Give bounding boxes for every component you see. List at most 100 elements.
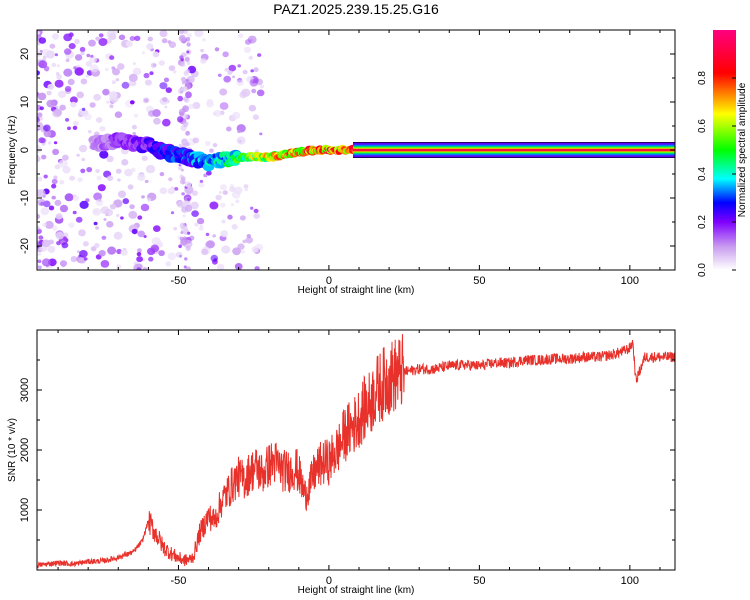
speckle-point	[184, 257, 188, 261]
speckle-point	[120, 249, 128, 256]
speckle-point	[181, 168, 184, 172]
speckle-point	[85, 198, 90, 203]
speckle-point	[218, 191, 222, 194]
speckle-point	[37, 225, 40, 231]
colorbar-tick-label: 0.0	[697, 263, 708, 277]
spectrogram-ridge-layer	[88, 132, 370, 172]
speckle-point	[182, 214, 186, 218]
speckle-point	[37, 92, 47, 101]
speckle-point	[202, 38, 206, 42]
speckle-point	[226, 126, 232, 132]
speckle-point	[42, 222, 47, 227]
speckle-point	[179, 55, 184, 60]
speckle-point	[85, 74, 90, 78]
speckle-point	[187, 198, 190, 201]
speckle-point	[125, 40, 133, 47]
y-tick-label: 2000	[19, 438, 31, 462]
speckle-point	[184, 56, 190, 62]
speckle-point	[141, 51, 145, 55]
speckle-point	[76, 153, 80, 157]
speckle-point	[86, 167, 93, 173]
speckle-point	[147, 36, 153, 42]
band-layer	[353, 149, 675, 151]
speckle-point	[137, 215, 143, 220]
speckle-point	[65, 118, 70, 122]
speckle-point	[83, 257, 88, 261]
speckle-point	[103, 218, 107, 221]
speckle-point	[72, 125, 78, 130]
speckle-point	[246, 234, 251, 238]
speckle-point	[153, 225, 161, 233]
speckle-point	[54, 199, 62, 206]
speckle-point	[51, 195, 56, 200]
speckle-point	[128, 73, 138, 82]
speckle-point	[136, 267, 142, 270]
speckle-point	[148, 110, 156, 117]
speckle-point	[237, 129, 241, 134]
speckle-point	[72, 120, 79, 127]
speckle-point	[52, 109, 62, 118]
speckle-point	[39, 106, 44, 111]
speckle-point	[107, 246, 117, 255]
speckle-point	[153, 117, 161, 125]
speckle-point	[67, 126, 71, 131]
speckle-point	[64, 193, 74, 202]
speckle-point	[44, 220, 54, 229]
speckle-point	[253, 208, 259, 214]
speckle-point	[63, 48, 72, 55]
speckle-point	[194, 30, 204, 38]
speckle-point	[56, 64, 60, 68]
speckle-point	[159, 172, 165, 177]
speckle-point	[78, 229, 86, 237]
speckle-point	[177, 116, 184, 123]
speckle-point	[89, 55, 97, 64]
speckle-point	[104, 67, 109, 72]
speckle-point	[69, 175, 75, 181]
speckle-point	[37, 198, 46, 207]
speckle-point	[212, 234, 216, 238]
y-tick-label: 0	[19, 147, 31, 153]
speckle-point	[106, 100, 110, 104]
speckle-point	[79, 46, 86, 53]
speckle-point	[185, 204, 193, 212]
speckle-point	[214, 47, 220, 52]
speckle-point	[37, 189, 46, 198]
speckle-point	[185, 91, 192, 99]
speckle-point	[204, 140, 211, 146]
speckle-point	[137, 230, 145, 238]
speckle-point	[245, 236, 253, 244]
snr-panel: -50 0 50 100 1000 2000 3000 Height of straigh…	[7, 329, 676, 596]
speckle-point	[42, 156, 46, 160]
speckle-point	[242, 69, 248, 75]
speckle-point	[89, 102, 96, 108]
speckle-point	[251, 88, 257, 94]
speckle-point	[98, 250, 106, 257]
speckle-point	[168, 65, 176, 71]
spectrogram-y-axis-label: Frequency (Hz)	[7, 116, 18, 185]
speckle-point	[179, 111, 185, 117]
speckle-point	[237, 33, 244, 39]
speckle-point	[219, 102, 229, 110]
x-tick-label: 0	[326, 575, 332, 587]
speckle-point	[206, 100, 214, 108]
colorbar-ticks: 0.0 0.2 0.4 0.6 0.8	[697, 71, 736, 277]
speckle-point	[89, 64, 99, 73]
speckle-point	[228, 64, 237, 72]
speckle-point	[43, 130, 52, 138]
speckle-point	[107, 175, 114, 181]
speckle-point	[132, 132, 136, 136]
speckle-point	[81, 107, 86, 111]
spectrogram-band-layer	[353, 142, 675, 158]
speckle-point	[37, 117, 40, 123]
speckle-point	[167, 252, 177, 261]
speckle-point	[79, 250, 88, 258]
speckle-point	[257, 53, 262, 57]
speckle-point	[86, 53, 91, 58]
speckle-point	[37, 48, 41, 53]
speckle-point	[185, 121, 189, 125]
speckle-point	[127, 184, 134, 190]
speckle-point	[221, 219, 226, 224]
speckle-point	[180, 231, 184, 235]
speckle-point	[148, 256, 154, 262]
speckle-point	[79, 200, 89, 209]
